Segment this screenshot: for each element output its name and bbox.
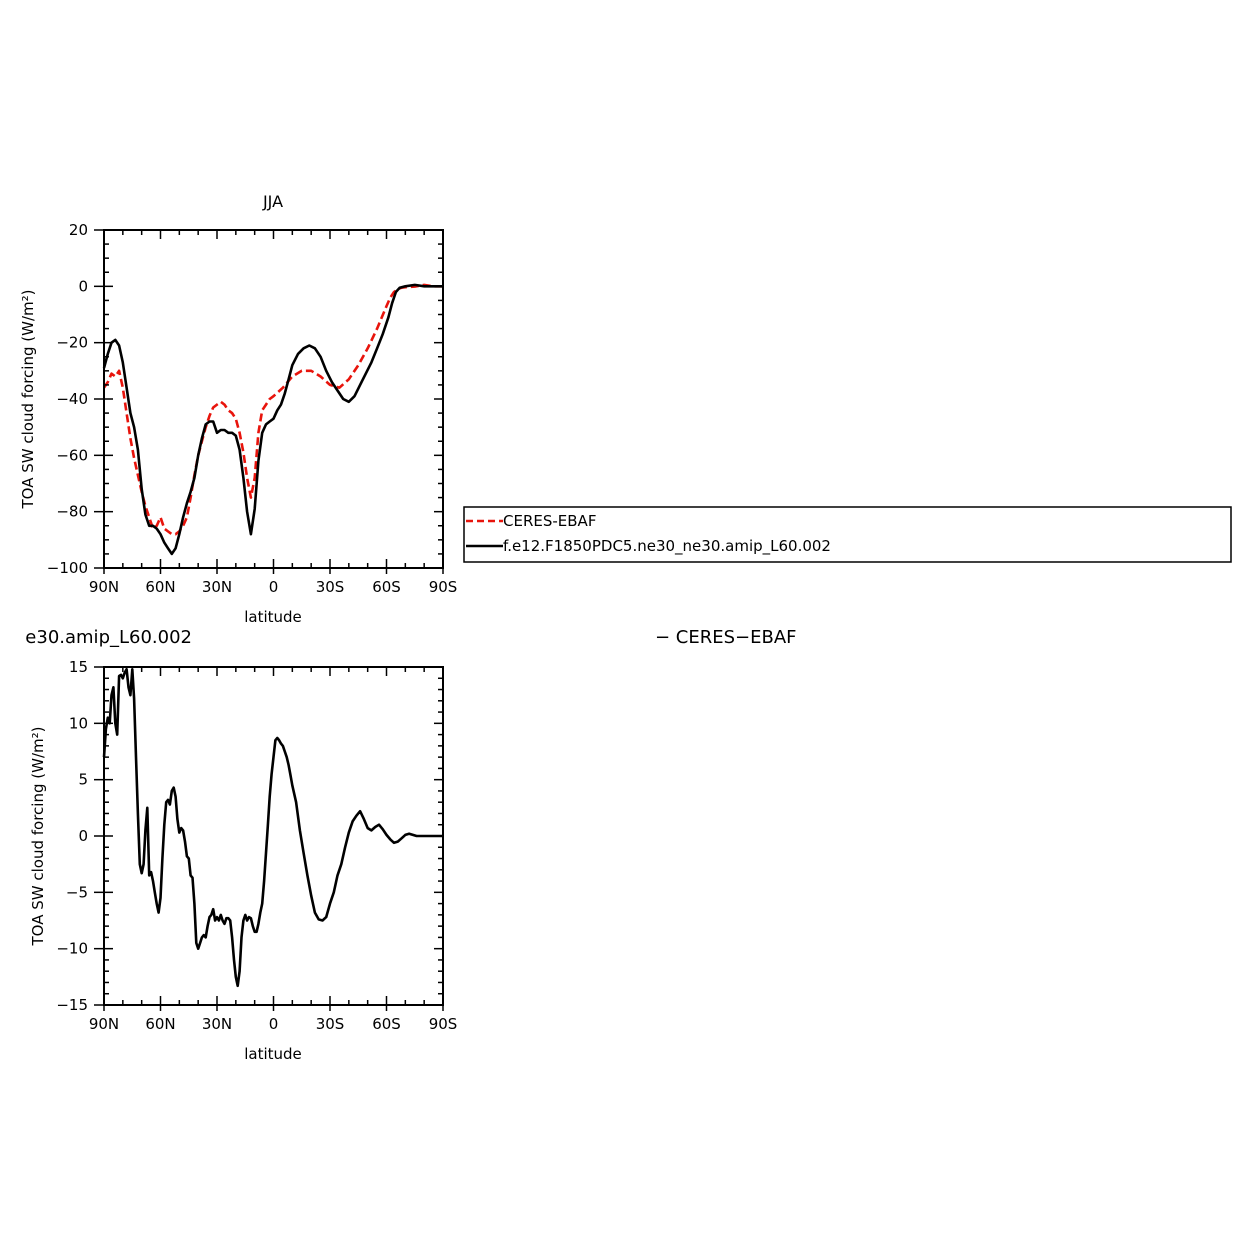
bottom-panel-y-label: TOA SW cloud forcing (W/m²) — [29, 727, 47, 947]
y-tick-label: 20 — [69, 221, 88, 239]
top-panel-series — [102, 283, 443, 556]
y-tick-label: −80 — [56, 503, 88, 521]
bottom-panel-x-label: latitude — [244, 1045, 302, 1063]
legend-box — [463, 506, 1232, 563]
top-series-line-0 — [102, 283, 443, 536]
bottom-panel-series — [102, 667, 443, 988]
top-panel-x-label: latitude — [244, 608, 302, 626]
legend-entry-model: f.e12.F1850PDC5.ne30_ne30.amip_L60.002 — [503, 537, 831, 556]
y-tick-label: 5 — [78, 771, 88, 789]
bottom-panel-frame — [103, 666, 444, 1006]
x-tick-label: 90S — [429, 1015, 458, 1033]
x-tick-label: 90N — [89, 1015, 119, 1033]
y-tick-label: 0 — [78, 277, 88, 295]
top-panel-y-label: TOA SW cloud forcing (W/m²) — [19, 290, 37, 510]
x-tick-label: 60N — [145, 578, 175, 596]
x-tick-label: 60S — [372, 1015, 401, 1033]
x-tick-label: 30S — [316, 578, 345, 596]
bottom-panel-x-ticks: 90N 60N 30N 0 30S 60S 90S — [89, 667, 457, 1033]
bottom-panel-title-fragment: e30.amip_L60.002 — [25, 627, 192, 648]
x-tick-label: 60N — [145, 1015, 175, 1033]
legend: CERES-EBAF f.e12.F1850PDC5.ne30_ne30.ami… — [463, 506, 1232, 563]
top-panel-x-ticks: 90N 60N 30N 0 30S 60S 90S — [89, 230, 457, 596]
x-tick-label: 90N — [89, 578, 119, 596]
y-tick-label: −5 — [66, 883, 88, 901]
y-tick-label: 15 — [69, 658, 88, 676]
y-tick-label: −15 — [56, 996, 88, 1014]
y-tick-label: −60 — [56, 446, 88, 464]
y-tick-label: −10 — [56, 940, 88, 958]
top-panel-title: JJA — [262, 192, 283, 211]
x-tick-label: 60S — [372, 578, 401, 596]
y-tick-label: −100 — [47, 559, 88, 577]
top-panel-y-ticks: 20 0 −20 −40 −60 −80 −100 — [47, 221, 443, 577]
x-tick-label: 0 — [269, 1015, 279, 1033]
top-panel: JJA 90N 60N 30N 0 30S 60S 90S 20 0 −20 −40 −60 −80 −… — [19, 192, 1232, 626]
y-tick-label: −20 — [56, 334, 88, 352]
y-tick-label: 0 — [78, 827, 88, 845]
x-tick-label: 30S — [316, 1015, 345, 1033]
x-tick-label: 90S — [429, 578, 458, 596]
top-series-line-1 — [102, 283, 443, 556]
top-panel-frame — [103, 229, 444, 569]
bottom-panel: e30.amip_L60.002 − CERES−EBAF 90N 60N 30N 0… — [25, 627, 796, 1063]
x-tick-label: 30N — [202, 578, 232, 596]
y-tick-label: 10 — [69, 714, 88, 732]
x-tick-label: 0 — [269, 578, 279, 596]
bottom-series-line-0 — [102, 667, 443, 988]
bottom-panel-title-right-fragment: − CERES−EBAF — [655, 627, 797, 648]
x-tick-label: 30N — [202, 1015, 232, 1033]
legend-entry-ceres: CERES-EBAF — [503, 512, 596, 530]
y-tick-label: −40 — [56, 390, 88, 408]
bottom-panel-y-ticks: 15 10 5 0 −5 −10 −15 — [56, 658, 443, 1014]
